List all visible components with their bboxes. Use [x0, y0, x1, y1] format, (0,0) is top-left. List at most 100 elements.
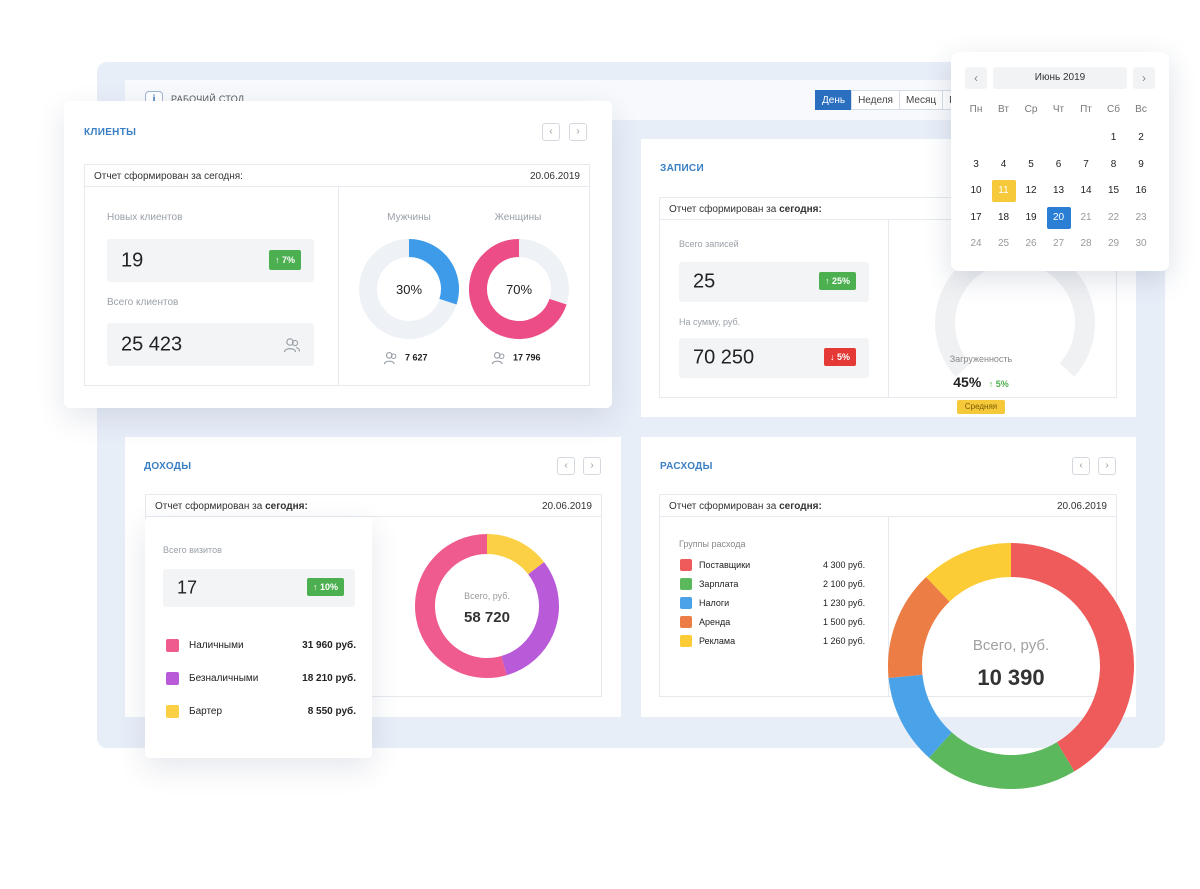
breadcrumb[interactable]: РАБОЧИЙ СТОЛ: [171, 94, 245, 104]
records-title: ЗАПИСИ: [660, 163, 704, 174]
expenses-donut-segment-2: [929, 732, 1075, 789]
calendar-day[interactable]: 7: [1083, 158, 1089, 170]
divider: [888, 220, 889, 397]
calendar-day[interactable]: 10: [970, 185, 982, 196]
legend-value: 31 960 руб.: [302, 640, 356, 651]
legend-value: 1 500 руб.: [823, 617, 866, 627]
load-label: Загруженность: [949, 354, 1013, 364]
men-count: 7 627: [405, 352, 428, 363]
calendar-day[interactable]: 8: [1110, 158, 1117, 170]
legend-value: 18 210 руб.: [302, 673, 356, 684]
calendar-day[interactable]: 4: [1000, 158, 1007, 170]
load-value: 45%: [953, 374, 982, 390]
women-donut-percent: 70%: [506, 282, 532, 297]
legend-value: 1 230 руб.: [823, 598, 866, 608]
calendar-day[interactable]: 24: [970, 238, 982, 249]
users-icon: [283, 338, 301, 353]
income-next-button[interactable]: ›: [583, 457, 601, 475]
expenses-donut-segment-1: [1010, 543, 1134, 772]
period-switcher: День Неделя Месяц Год: [815, 90, 973, 110]
calendar-day[interactable]: 14: [1080, 185, 1092, 196]
calendar-day[interactable]: 9: [1138, 158, 1144, 170]
income-donut-total: 58 720: [464, 609, 510, 626]
legend-value: 8 550 руб.: [307, 706, 356, 717]
expenses-donut-total: 10 390: [977, 665, 1044, 690]
calendar-day[interactable]: 22: [1107, 211, 1120, 223]
calendar-prev-button[interactable]: ‹: [965, 67, 987, 89]
calendar-weekday: Сб: [1107, 104, 1120, 115]
legend-label: Бартер: [189, 706, 223, 717]
calendar-day[interactable]: 6: [1055, 158, 1062, 170]
calendar-day[interactable]: 3: [973, 158, 979, 170]
legend-swatch: [680, 578, 692, 590]
calendar-day[interactable]: 28: [1080, 238, 1092, 249]
calendar-day[interactable]: 18: [997, 211, 1010, 223]
period-week-button[interactable]: Неделя: [851, 90, 900, 110]
calendar-day[interactable]: 17: [970, 211, 982, 223]
visits-value: 17: [177, 577, 198, 598]
period-month-button[interactable]: Месяц: [898, 90, 944, 110]
legend-label: Зарплата: [699, 579, 739, 589]
calendar-day[interactable]: 12: [1025, 185, 1037, 196]
calendar-weekday: Пн: [969, 104, 983, 115]
expenses-groups-label: Группы расхода: [679, 539, 746, 549]
expenses-prev-button[interactable]: ‹: [1072, 457, 1090, 475]
calendar-day-today[interactable]: 11: [991, 180, 1016, 202]
records-sum-box: 70 250 ↓ 5%: [679, 338, 869, 378]
expenses-report-panel: Отчет сформирован за сегодня: 20.06.2019…: [659, 494, 1117, 697]
calendar-day[interactable]: 19: [1025, 211, 1037, 223]
calendar-next-button[interactable]: ›: [1133, 67, 1155, 89]
calendar-day[interactable]: 23: [1135, 211, 1147, 223]
divider: [338, 187, 339, 385]
calendar-day[interactable]: 29: [1107, 238, 1120, 249]
calendar-day[interactable]: 16: [1135, 185, 1147, 196]
clients-next-button[interactable]: ›: [569, 123, 587, 141]
clients-title: КЛИЕНТЫ: [84, 127, 137, 138]
clients-prev-button[interactable]: ‹: [542, 123, 560, 141]
women-label: Женщины: [494, 212, 542, 223]
expenses-title: РАСХОДЫ: [660, 461, 713, 472]
visits-box: 17 ↑ 10%: [163, 569, 355, 607]
income-donut: Всего, руб. 58 720: [415, 534, 559, 678]
legend-value: 4 300 руб.: [823, 560, 866, 570]
calendar-day[interactable]: 15: [1107, 185, 1120, 196]
load-value-row: 45% ↑ 5%: [926, 374, 1036, 392]
total-clients-box: 25 423: [107, 323, 314, 366]
income-visits-card: Всего визитов 17 ↑ 10% Наличными 31 960 р…: [145, 517, 372, 758]
period-day-button[interactable]: День: [815, 90, 853, 110]
records-total-value: 25: [693, 270, 716, 293]
income-donut-label: Всего, руб.: [464, 591, 510, 601]
calendar-day[interactable]: 30: [1135, 238, 1147, 249]
income-prev-button[interactable]: ‹: [557, 457, 575, 475]
calendar-day[interactable]: 1: [1110, 132, 1117, 143]
legend-value: 1 260 руб.: [823, 636, 866, 646]
records-report-panel: Отчет сформирован за сегодня: Всего запи…: [659, 197, 1117, 414]
men-donut-segment: [408, 239, 459, 305]
visits-label: Всего визитов: [163, 545, 222, 555]
legend-swatch: [166, 705, 179, 718]
calendar: ‹ Июнь 2019 › Пн Вт Ср Чт Пт Сб Вс 1 2 3 4 5 6 7 8 9 10 1…: [951, 52, 1169, 271]
calendar-day[interactable]: 5: [1028, 158, 1034, 170]
income-donut-segment-3: [415, 534, 507, 678]
calendar-day[interactable]: 13: [1052, 185, 1065, 196]
calendar-day[interactable]: 27: [1052, 238, 1065, 249]
calendar-day[interactable]: 2: [1138, 132, 1144, 143]
calendar-day[interactable]: 21: [1080, 211, 1092, 223]
legend-label: Поставщики: [699, 560, 751, 570]
calendar-day[interactable]: 25: [997, 238, 1010, 249]
expenses-next-button[interactable]: ›: [1098, 457, 1116, 475]
calendar-month[interactable]: Июнь 2019: [993, 67, 1127, 89]
legend-label: Наличными: [189, 640, 244, 651]
legend-swatch: [680, 597, 692, 609]
new-clients-value: 19: [121, 249, 144, 271]
users-icon: [383, 352, 397, 365]
records-sum-label: На сумму, руб.: [679, 317, 741, 327]
calendar-day[interactable]: 26: [1025, 238, 1037, 249]
legend-label: Налоги: [699, 598, 730, 608]
calendar-weekday: Пт: [1080, 104, 1092, 115]
clients-report-label: Отчет сформирован за сегодня:: [94, 171, 243, 182]
divider: [888, 517, 889, 696]
calendar-day-selected[interactable]: 20: [1046, 206, 1071, 229]
records-sum-value: 70 250: [693, 346, 755, 369]
income-donut-segment-1: [486, 534, 545, 575]
